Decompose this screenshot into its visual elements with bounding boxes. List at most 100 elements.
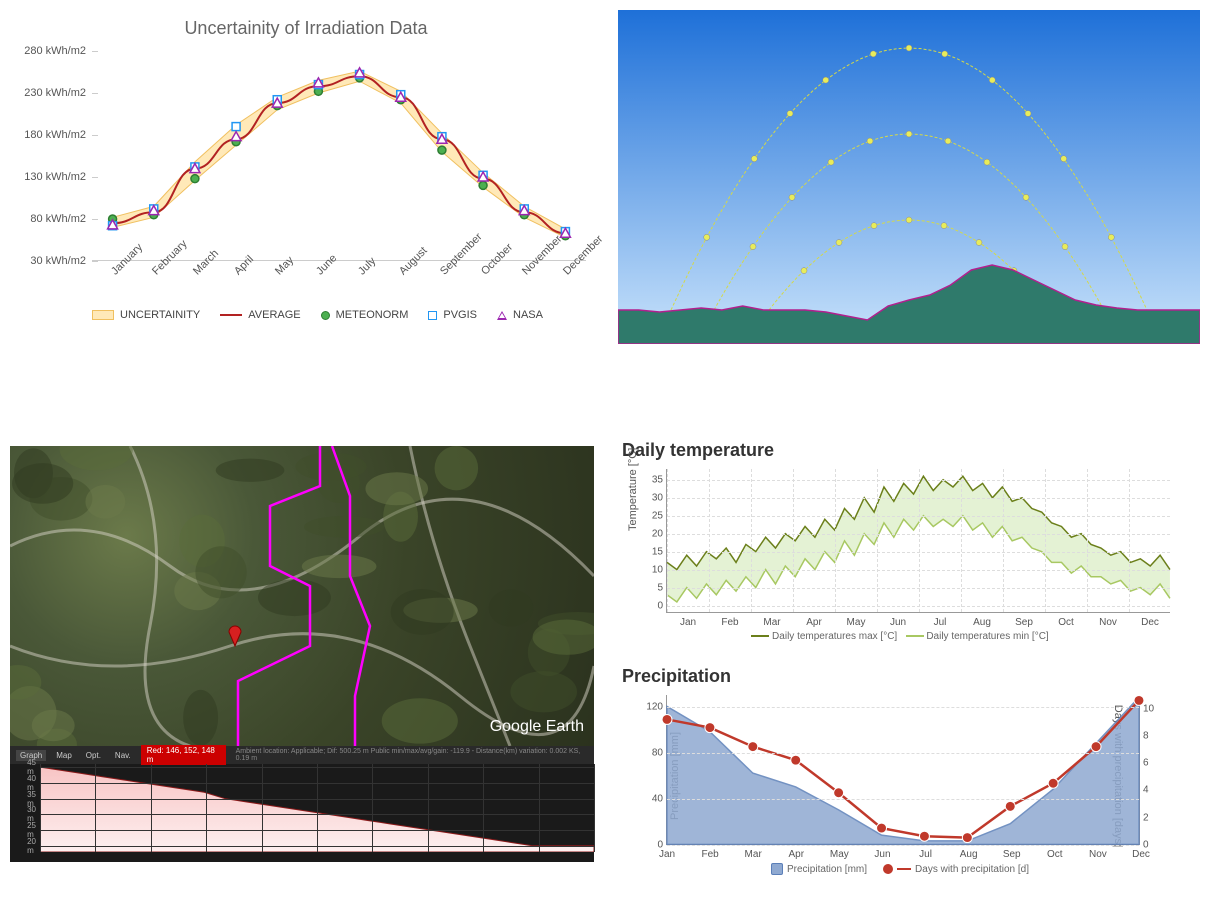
temp-ytick-label: 25: [652, 510, 663, 521]
irr-ytick-label: 130 kWh/m2: [6, 171, 86, 183]
prec-ytick-right: 10: [1143, 703, 1154, 714]
temp-month: Nov: [1099, 617, 1117, 628]
irradiation-legend: UNCERTAINITY AVERAGE METEONORM PVGIS NASA: [92, 309, 604, 321]
legend-item: AVERAGE: [220, 309, 300, 321]
legend-item: UNCERTAINITY: [92, 309, 200, 321]
prec-ytick-right: 8: [1143, 730, 1149, 741]
irr-ytick-label: 80 kWh/m2: [6, 213, 86, 225]
prec-month: Mar: [745, 849, 762, 860]
prec-month: Aug: [960, 849, 978, 860]
irr-ytick-label: 280 kWh/m2: [6, 45, 86, 57]
elev-vgrid: [262, 764, 263, 852]
precipitation-chart: Precipitation Precipitation [mm] Days wi…: [622, 666, 1178, 886]
google-earth-attribution: Google Earth: [490, 718, 584, 736]
earth-panel: Google Earth GraphMapOpt.Nav.Red: 146, 1…: [10, 446, 594, 862]
temp-vgrid: [1045, 469, 1046, 612]
earth-boundary-overlay: [10, 446, 594, 746]
irr-ytick: [92, 261, 98, 262]
irradiation-chart: Uncertainity of Irradiation Data 30 kWh/…: [8, 0, 604, 348]
elevation-plot: 45 m40 m35 m30 m25 m20 m: [40, 764, 594, 852]
elev-vgrid: [151, 764, 152, 852]
temp-month: Jan: [680, 617, 696, 628]
irr-ytick-label: 180 kWh/m2: [6, 129, 86, 141]
sunpath-svg: [618, 10, 1200, 344]
temp-ytick-label: 10: [652, 564, 663, 575]
temp-ytick-label: 20: [652, 528, 663, 539]
legend-item: METEONORM: [321, 309, 409, 321]
prec-month: Oct: [1047, 849, 1063, 860]
precipitation-svg: [667, 695, 1139, 844]
temp-ytick-label: 30: [652, 492, 663, 503]
elev-vgrid: [594, 764, 595, 852]
elevation-tab[interactable]: Opt.: [82, 750, 105, 761]
satellite-image: Google Earth: [10, 446, 594, 746]
elevation-tab[interactable]: Map: [52, 750, 76, 761]
temp-vgrid: [877, 469, 878, 612]
temp-vgrid: [667, 469, 668, 612]
elev-vgrid: [372, 764, 373, 852]
elev-vgrid: [428, 764, 429, 852]
elevation-profile: GraphMapOpt.Nav.Red: 146, 152, 148 mAmbi…: [10, 746, 594, 862]
legend-item: PVGIS: [428, 309, 477, 321]
irr-ytick-label: 230 kWh/m2: [6, 87, 86, 99]
sunpath-chart: [618, 10, 1200, 344]
prec-month: Apr: [788, 849, 804, 860]
temp-ytick-label: 35: [652, 474, 663, 485]
temp-month: Apr: [806, 617, 822, 628]
legend-label: METEONORM: [336, 309, 409, 321]
prec-grid: [667, 753, 1139, 754]
elevation-red-label: Red: 146, 152, 148 m: [141, 745, 226, 765]
prec-month: Nov: [1089, 849, 1107, 860]
elevation-tab[interactable]: Nav.: [111, 750, 135, 761]
temp-month: Oct: [1058, 617, 1074, 628]
irr-ytick: [92, 93, 98, 94]
temp-vgrid: [1087, 469, 1088, 612]
temp-month: May: [847, 617, 866, 628]
irr-ytick-label: 30 kWh/m2: [6, 255, 86, 267]
prec-ytick-right: 2: [1143, 812, 1149, 823]
temp-vgrid: [1129, 469, 1130, 612]
prec-ytick-left: 40: [652, 793, 663, 804]
elev-vgrid: [95, 764, 96, 852]
temp-month: Mar: [763, 617, 780, 628]
temp-month: Dec: [1141, 617, 1159, 628]
temp-ytick-label: 5: [657, 582, 663, 593]
irr-ytick: [92, 219, 98, 220]
prec-ytick-right: 6: [1143, 758, 1149, 769]
prec-month: Feb: [701, 849, 718, 860]
temp-vgrid: [1003, 469, 1004, 612]
temp-ytick-label: 15: [652, 546, 663, 557]
temperature-title: Daily temperature: [622, 440, 1178, 461]
temp-month: Jun: [890, 617, 906, 628]
prec-month: Jun: [874, 849, 890, 860]
elev-vgrid: [206, 764, 207, 852]
temperature-plot-area: Temperature [°C] 05101520253035JanFebMar…: [666, 469, 1170, 613]
prec-grid: [667, 799, 1139, 800]
prec-ytick-left: 120: [646, 701, 663, 712]
legend-item: NASA: [497, 309, 543, 321]
temperature-chart: Daily temperature Temperature [°C] 05101…: [622, 440, 1178, 658]
irradiation-svg: [92, 51, 586, 261]
irradiation-plot-area: 30 kWh/m280 kWh/m2130 kWh/m2180 kWh/m223…: [92, 51, 586, 261]
elev-vgrid: [483, 764, 484, 852]
google-word: Google: [490, 718, 546, 735]
temp-month: Jul: [934, 617, 947, 628]
temp-vgrid: [961, 469, 962, 612]
prec-month: Jan: [659, 849, 675, 860]
temp-vgrid: [919, 469, 920, 612]
temp-vgrid: [793, 469, 794, 612]
irr-ytick: [92, 177, 98, 178]
prec-ytick-right: 4: [1143, 785, 1149, 796]
prec-month: Sep: [1003, 849, 1021, 860]
temp-month: Sep: [1015, 617, 1033, 628]
prec-grid: [667, 707, 1139, 708]
temp-month: Aug: [973, 617, 991, 628]
prec-month: May: [830, 849, 849, 860]
temp-ytick-label: 0: [657, 600, 663, 611]
prec-month: Dec: [1132, 849, 1150, 860]
legend-label: AVERAGE: [248, 309, 300, 321]
legend-label: PVGIS: [443, 309, 477, 321]
elev-vgrid: [317, 764, 318, 852]
irr-ytick: [92, 51, 98, 52]
temperature-ylabel: Temperature [°C]: [627, 447, 639, 530]
